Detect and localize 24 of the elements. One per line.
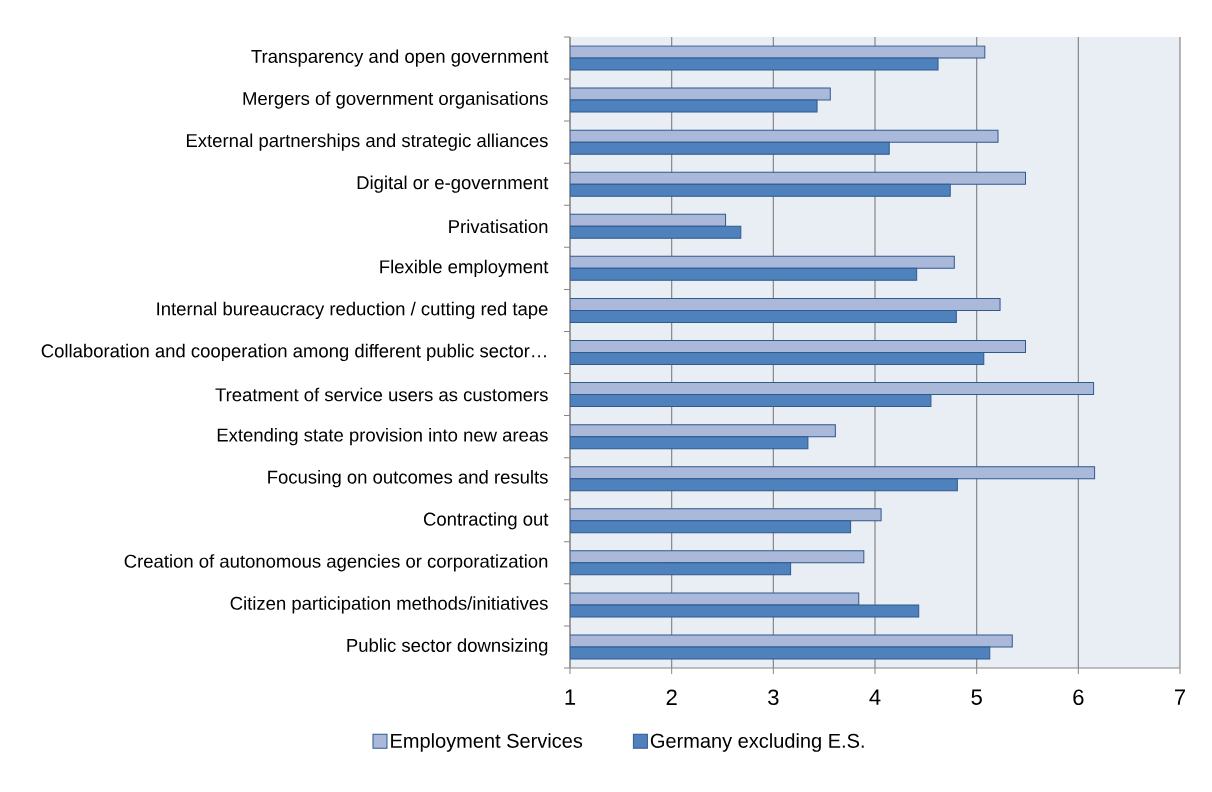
y-tick-label: Collaboration and cooperation among different public sector… xyxy=(41,343,546,362)
legend-label: Germany excluding E.S. xyxy=(650,733,864,752)
legend-label: Employment Services xyxy=(391,733,583,752)
y-tick-label: Public sector downsizing xyxy=(347,638,548,656)
y-tick-label: External partnerships and strategic alliances xyxy=(186,133,548,151)
x-tick-label: 2 xyxy=(666,689,677,705)
y-tick-label: Creation of autonomous agencies or corporatization xyxy=(124,554,548,572)
y-tick-label: Treatment of service users as customers xyxy=(215,387,548,402)
y-tick-label: Extending state provision into new areas xyxy=(217,428,548,446)
y-tick-label: Internal bureaucracy reduction / cutting red tape xyxy=(157,301,548,320)
x-tick-label: 6 xyxy=(1073,689,1084,706)
x-tick-label: 1 xyxy=(565,689,576,705)
y-tick-label: Digital or e-government xyxy=(357,175,549,193)
x-tick-label: 5 xyxy=(971,689,982,705)
y-tick-label: Transparency and open government xyxy=(251,49,549,67)
y-tick-label: Focusing on outcomes and results xyxy=(268,470,548,488)
y-tick-label: Contracting out xyxy=(423,512,549,530)
y-tick-label: Mergers of government organisations xyxy=(243,91,548,109)
y-tick-label: Flexible employment xyxy=(380,259,549,277)
x-tick-label: 4 xyxy=(869,689,881,705)
x-tick-label: 3 xyxy=(768,689,779,706)
y-tick-label: Citizen participation methods/initiatives xyxy=(230,596,548,614)
x-tick-label: 7 xyxy=(1175,689,1186,705)
y-tick-label: Privatisation xyxy=(449,219,548,234)
